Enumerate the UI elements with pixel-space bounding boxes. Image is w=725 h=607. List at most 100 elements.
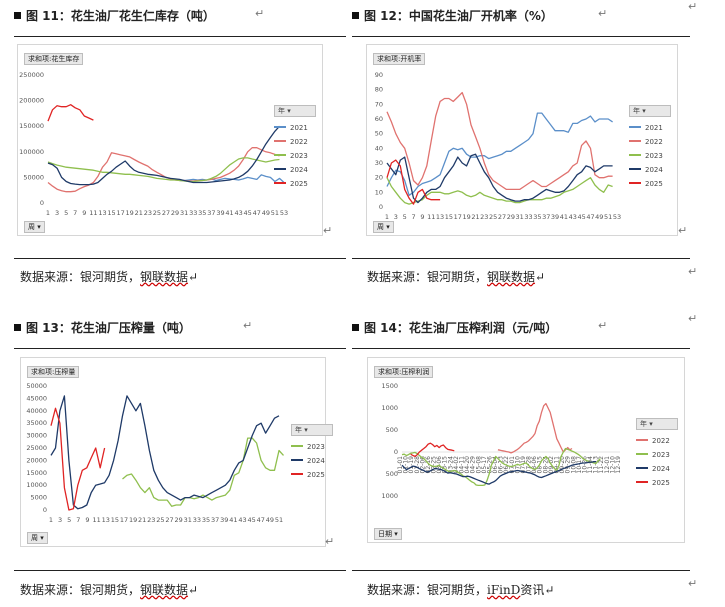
series-line-2022 bbox=[47, 147, 280, 193]
x-tick-label: 19 bbox=[462, 213, 470, 221]
x-tick-label: 35 bbox=[533, 213, 541, 221]
y-tick-label: 30 bbox=[375, 159, 383, 167]
legend-swatch bbox=[274, 126, 286, 128]
legend-item-2022: 2022 bbox=[629, 135, 671, 149]
y-tick-label: 70 bbox=[375, 100, 383, 108]
x-tick-label: 21 bbox=[135, 209, 143, 217]
legend-filter-button[interactable]: 年 ▾ bbox=[636, 418, 678, 430]
x-tick-label: 01-19 bbox=[408, 456, 415, 474]
y-tick-label: 5000 bbox=[30, 494, 47, 502]
y-tick-label: 15000 bbox=[26, 469, 47, 477]
x-tick-label: 49 bbox=[266, 516, 274, 524]
x-tick-label: 13 bbox=[102, 516, 110, 524]
figure-11-rule-top bbox=[14, 36, 346, 37]
legend-swatch bbox=[291, 473, 303, 475]
x-tick-label: 15 bbox=[111, 516, 119, 524]
x-tick-label: 06-04 bbox=[492, 456, 499, 474]
legend-label: 2024 bbox=[307, 457, 325, 465]
x-tick-label: 06-13 bbox=[498, 456, 505, 474]
x-tick-label: 35 bbox=[202, 516, 210, 524]
x-tick-label: 47 bbox=[257, 516, 265, 524]
chart-legend: 年 ▾ 2023 2024 2025 bbox=[291, 424, 333, 482]
x-tick-label: 27 bbox=[165, 516, 173, 524]
y-tick-label: 40 bbox=[375, 144, 383, 152]
axis-filter-button[interactable]: 日期 ▾ bbox=[374, 528, 402, 540]
x-tick-label: 27 bbox=[498, 213, 506, 221]
paragraph-mark: ↵ bbox=[678, 224, 688, 237]
x-tick-label: 29 bbox=[507, 213, 515, 221]
y-tick-label: 30000 bbox=[26, 432, 47, 440]
legend-label: 2025 bbox=[290, 180, 308, 188]
legend-filter-button[interactable]: 年 ▾ bbox=[291, 424, 333, 436]
series-line-2023 bbox=[386, 177, 613, 205]
y-tick-label: 250000 bbox=[19, 71, 44, 79]
legend-swatch bbox=[274, 182, 286, 184]
x-tick-label: 02-16 bbox=[425, 456, 432, 474]
series-line-2024 bbox=[386, 153, 613, 204]
paragraph-mark: ↵ bbox=[243, 319, 253, 332]
x-tick-label: 3 bbox=[58, 516, 62, 524]
x-tick-label: 25 bbox=[156, 516, 164, 524]
y-tick-label: 0 bbox=[40, 199, 44, 207]
axis-filter-button[interactable]: 周 ▾ bbox=[27, 532, 48, 544]
axis-filter-button[interactable]: 周 ▾ bbox=[24, 221, 45, 233]
chart-svg: 0 5000 10000 15000 20000 25000 30000 35000 40000… bbox=[26, 382, 284, 524]
y-tick-label: 40000 bbox=[26, 407, 47, 415]
field-label-button[interactable]: 求和项:压榨量 bbox=[27, 366, 80, 378]
legend-label: 2022 bbox=[652, 437, 670, 445]
series-line-2023 bbox=[122, 437, 284, 507]
x-tick-label: 01-28 bbox=[414, 456, 421, 474]
series-line-2023 bbox=[47, 157, 280, 183]
chart-legend: 年 ▾ 2022 2023 2024 2025 bbox=[636, 418, 678, 490]
x-tick-label: 04-11 bbox=[458, 456, 465, 474]
field-label-button[interactable]: 求和项:开机率 bbox=[373, 53, 426, 65]
x-tick-label: 41 bbox=[560, 213, 568, 221]
y-tick-label: 50 bbox=[375, 130, 383, 138]
x-tick-label: 03-15 bbox=[442, 456, 449, 474]
legend-swatch bbox=[629, 168, 641, 170]
series-line-2024 bbox=[47, 125, 280, 186]
x-tick-label: 1 bbox=[49, 516, 53, 524]
legend-label: 2023 bbox=[290, 152, 308, 160]
x-tick-label: 12-19 bbox=[615, 456, 622, 474]
legend-filter-button[interactable]: 年 ▾ bbox=[629, 105, 671, 117]
x-tick-label: 9 bbox=[85, 516, 89, 524]
paragraph-mark: ↵ bbox=[688, 312, 698, 325]
paragraph-mark: ↵ bbox=[598, 319, 608, 332]
field-label-button[interactable]: 求和项:压榨利润 bbox=[374, 366, 434, 378]
x-tick-label: 02-06 bbox=[419, 456, 426, 474]
legend-swatch bbox=[274, 140, 286, 142]
legend-label: 2022 bbox=[645, 138, 663, 146]
x-tick-label: 7 bbox=[411, 213, 415, 221]
x-tick-label: 5 bbox=[67, 516, 71, 524]
field-label-button[interactable]: 求和项:花生库存 bbox=[24, 53, 84, 65]
legend-label: 2025 bbox=[645, 180, 663, 188]
y-tick-label: 500 bbox=[386, 426, 398, 434]
y-tick-label: 20 bbox=[375, 174, 383, 182]
x-tick-label: 47 bbox=[586, 213, 594, 221]
series-line-2021 bbox=[386, 112, 613, 196]
legend-filter-button[interactable]: 年 ▾ bbox=[274, 105, 316, 117]
legend-swatch bbox=[291, 445, 303, 447]
legend-label: 2022 bbox=[290, 138, 308, 146]
y-tick-label: 50000 bbox=[26, 382, 47, 390]
x-tick-label: 37 bbox=[207, 209, 215, 217]
x-tick-label: 21 bbox=[138, 516, 146, 524]
x-tick-label: 10-17 bbox=[576, 456, 583, 474]
x-tick-label: 09-20 bbox=[559, 456, 566, 474]
x-tick-label: 39 bbox=[220, 516, 228, 524]
legend-item-2024: 2024 bbox=[291, 454, 333, 468]
x-tick-label: 37 bbox=[542, 213, 550, 221]
x-tick-label: 09-29 bbox=[565, 456, 572, 474]
x-tick-label: 11-22 bbox=[598, 456, 605, 474]
chart-legend: 年 ▾ 2021 2022 2023 2024 2025 bbox=[629, 105, 671, 191]
figure-12-rule-bottom bbox=[352, 258, 690, 259]
x-tick-label: 11-13 bbox=[593, 456, 600, 474]
paragraph-mark: ↵ bbox=[598, 7, 608, 20]
y-tick-label: 0 bbox=[43, 506, 47, 514]
x-tick-label: 43 bbox=[234, 209, 242, 217]
x-tick-label: 13 bbox=[98, 209, 106, 217]
axis-filter-button[interactable]: 周 ▾ bbox=[373, 221, 394, 233]
x-tick-label: 08-06 bbox=[531, 456, 538, 474]
x-tick-label: 04-29 bbox=[470, 456, 477, 474]
